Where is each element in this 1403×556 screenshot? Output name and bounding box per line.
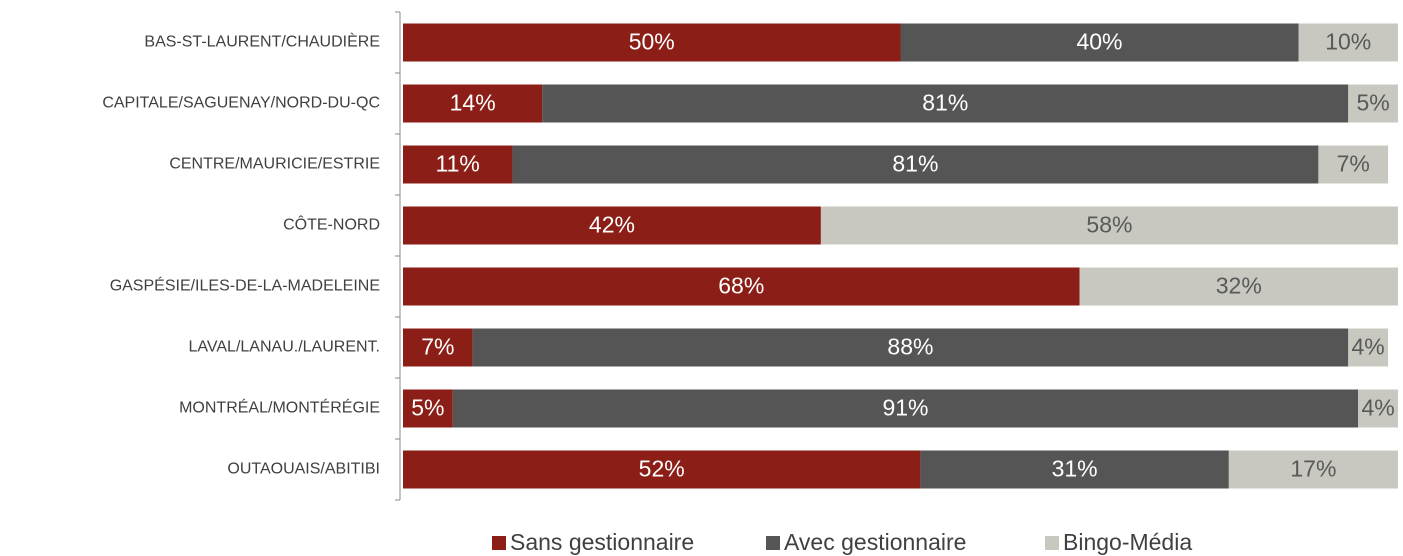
- data-label: 42%: [589, 212, 635, 238]
- bar-segment: [403, 206, 821, 245]
- data-label: 68%: [718, 273, 764, 299]
- bar-segment: [472, 328, 1349, 367]
- data-label: 5%: [1357, 90, 1390, 116]
- bar-segment: [403, 328, 473, 367]
- bar-segment: [403, 145, 513, 184]
- bar-segment: [542, 84, 1349, 123]
- data-label: 52%: [639, 456, 685, 482]
- bar-segment: [512, 145, 1319, 184]
- bar-segment: [452, 389, 1359, 428]
- data-label: 81%: [892, 151, 938, 177]
- bar-segment: [403, 389, 453, 428]
- legend-label: Avec gestionnaire: [784, 529, 966, 555]
- legend-label: Sans gestionnaire: [510, 529, 694, 555]
- bar-segment: [403, 267, 1080, 306]
- legend-label: Bingo-Média: [1063, 529, 1192, 555]
- bar-segment: [820, 206, 1398, 245]
- bar-segment: [1228, 450, 1398, 489]
- data-label: 32%: [1216, 273, 1262, 299]
- bar-segment: [403, 450, 921, 489]
- data-label: 5%: [411, 395, 444, 421]
- legend-swatch: [766, 536, 780, 550]
- data-label: 88%: [887, 334, 933, 360]
- bar-segment: [1318, 145, 1389, 184]
- y-tick-label: GASPÉSIE/ILES-DE-LA-MADELEINE: [110, 276, 380, 295]
- data-label: 81%: [922, 90, 968, 116]
- bar-segment: [900, 23, 1299, 62]
- data-label: 11%: [436, 151, 480, 177]
- data-label: 91%: [882, 395, 928, 421]
- data-label: 17%: [1290, 456, 1336, 482]
- bar-segment: [403, 84, 543, 123]
- data-label: 50%: [629, 29, 675, 55]
- y-tick-label: CENTRE/MAURICIE/ESTRIE: [169, 156, 380, 173]
- legend-swatch: [492, 536, 506, 550]
- data-label: 58%: [1086, 212, 1132, 238]
- bar-segment: [1358, 389, 1398, 428]
- bar-segment: [1298, 23, 1398, 62]
- y-tick-label: BAS-ST-LAURENT/CHAUDIÈRE: [144, 32, 380, 51]
- data-label: 40%: [1076, 29, 1122, 55]
- data-label: 4%: [1361, 395, 1394, 421]
- data-label: 7%: [1337, 151, 1370, 177]
- data-label: 10%: [1325, 29, 1371, 55]
- bar-segment: [920, 450, 1229, 489]
- y-tick-label: MONTRÉAL/MONTÉRÉGIE: [179, 398, 380, 417]
- bar-segment: [1348, 328, 1389, 367]
- data-label: 7%: [421, 334, 454, 360]
- bar-segment: [1079, 267, 1398, 306]
- data-label: 31%: [1052, 456, 1098, 482]
- y-tick-label: LAVAL/LANAU./LAURENT.: [189, 339, 380, 356]
- data-label: 14%: [450, 90, 496, 116]
- y-tick-label: OUTAOUAIS/ABITIBI: [227, 461, 380, 478]
- bar-segment: [403, 23, 901, 62]
- bar-segment: [1348, 84, 1398, 123]
- data-label: 4%: [1352, 334, 1385, 360]
- y-tick-label: CAPITALE/SAGUENAY/NORD-DU-QC: [102, 95, 380, 112]
- legend-swatch: [1045, 536, 1059, 550]
- y-tick-label: CÔTE-NORD: [283, 215, 380, 234]
